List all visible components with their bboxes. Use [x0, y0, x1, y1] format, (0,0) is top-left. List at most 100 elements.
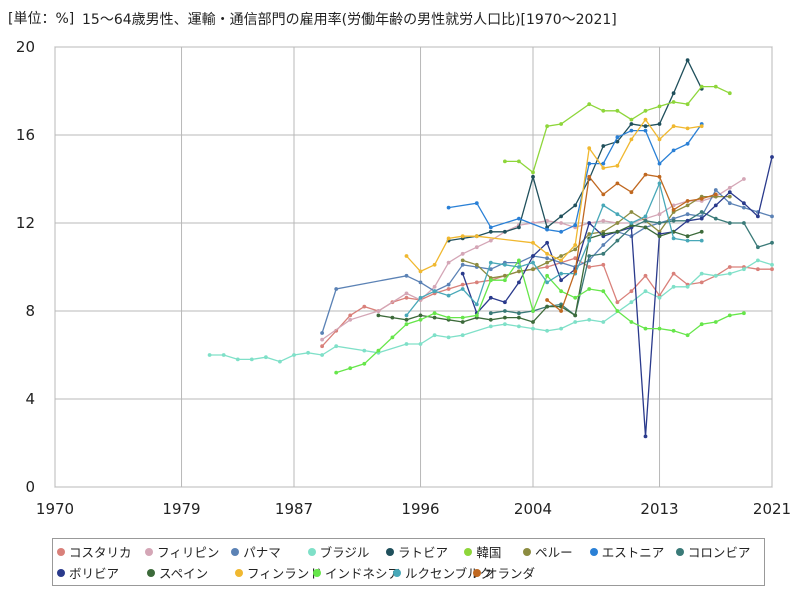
data-point [671, 148, 676, 153]
data-point [488, 260, 493, 265]
data-point [517, 315, 521, 320]
data-point [517, 324, 521, 329]
data-point [643, 434, 648, 439]
legend-item: フィンランド [235, 563, 322, 582]
data-point [629, 210, 634, 214]
data-point [474, 280, 479, 285]
data-point [573, 269, 578, 274]
data-point [671, 207, 676, 212]
data-point [545, 256, 549, 261]
data-point [362, 304, 367, 309]
data-point [432, 315, 437, 320]
data-point [517, 280, 521, 285]
legend-item: ペルー [523, 542, 590, 561]
data-point [727, 185, 732, 190]
data-point [559, 258, 563, 263]
series-line [448, 123, 703, 233]
data-point [235, 357, 240, 362]
data-point [742, 201, 746, 206]
data-point [432, 262, 437, 267]
legend-marker [57, 547, 65, 556]
series-ペルー [460, 194, 732, 280]
data-point [587, 174, 592, 179]
data-point [418, 269, 423, 274]
x-tick-label: 1970 [36, 500, 74, 518]
data-point [517, 269, 521, 274]
data-point [404, 342, 409, 346]
data-point [587, 317, 592, 322]
legend-item: ブラジル [307, 542, 386, 561]
data-point [657, 221, 662, 225]
data-point [559, 278, 563, 283]
y-tick-label: 4 [25, 390, 35, 408]
data-point [742, 311, 746, 316]
legend-marker [393, 568, 401, 577]
data-point [573, 247, 578, 252]
legend-label: パナマ [243, 545, 281, 560]
data-point [699, 124, 704, 129]
data-point [545, 251, 549, 256]
data-point [643, 289, 648, 294]
data-point [629, 300, 634, 305]
x-tick-label: 1996 [401, 500, 439, 518]
data-point [474, 234, 479, 239]
data-point [713, 320, 718, 324]
legend-label: フィンランド [247, 566, 322, 581]
legend-marker [57, 568, 65, 577]
data-point [671, 236, 676, 241]
data-point [756, 245, 760, 250]
legend-item: ルクセンブルク [393, 563, 492, 582]
data-point [629, 117, 634, 122]
data-point [488, 317, 493, 322]
data-point [446, 260, 451, 265]
series-フィンランド [404, 117, 704, 274]
data-point [432, 289, 437, 294]
data-point [657, 122, 662, 126]
y-axis-tick-labels: 0 4 8 12 16 20 [16, 38, 35, 496]
data-point [559, 271, 563, 276]
legend-marker [235, 568, 243, 577]
data-point [488, 267, 493, 272]
data-point [531, 240, 535, 245]
plot-area [54, 46, 773, 488]
data-point [432, 311, 437, 316]
x-tick-label: 2004 [514, 500, 552, 518]
data-point [685, 333, 690, 338]
data-point [657, 161, 662, 166]
data-point [376, 309, 381, 313]
data-point [601, 232, 606, 236]
y-tick-label: 0 [25, 478, 35, 496]
series-line [462, 195, 730, 279]
data-point [559, 214, 563, 219]
data-point [699, 280, 704, 285]
legend-marker [307, 547, 316, 556]
data-point [418, 280, 423, 285]
data-point [657, 295, 662, 300]
data-point [587, 221, 592, 225]
data-point [503, 309, 507, 313]
data-point [727, 313, 732, 318]
data-point [573, 243, 578, 247]
data-point [756, 267, 760, 272]
data-point [573, 313, 578, 318]
data-point [643, 117, 648, 122]
data-point [503, 159, 507, 164]
data-point [727, 91, 732, 96]
data-point [545, 240, 549, 245]
data-point [643, 326, 648, 331]
legend-label: 韓国 [476, 545, 502, 560]
data-point [531, 170, 535, 175]
data-point [699, 84, 704, 89]
data-point [488, 278, 493, 283]
data-point [601, 192, 606, 197]
legend-marker [313, 568, 321, 577]
chart-title: 15～64歳男性、運輸・通信部門の雇用率(労働年齢の男性就労人口比)[1970～… [82, 12, 617, 28]
legend-label: ペルー [535, 545, 573, 560]
data-point [573, 223, 578, 228]
data-point [460, 282, 465, 287]
data-point [573, 203, 578, 208]
data-point [587, 161, 592, 166]
series-ブラジル [207, 258, 774, 364]
data-point [545, 298, 549, 302]
data-point [249, 357, 254, 362]
